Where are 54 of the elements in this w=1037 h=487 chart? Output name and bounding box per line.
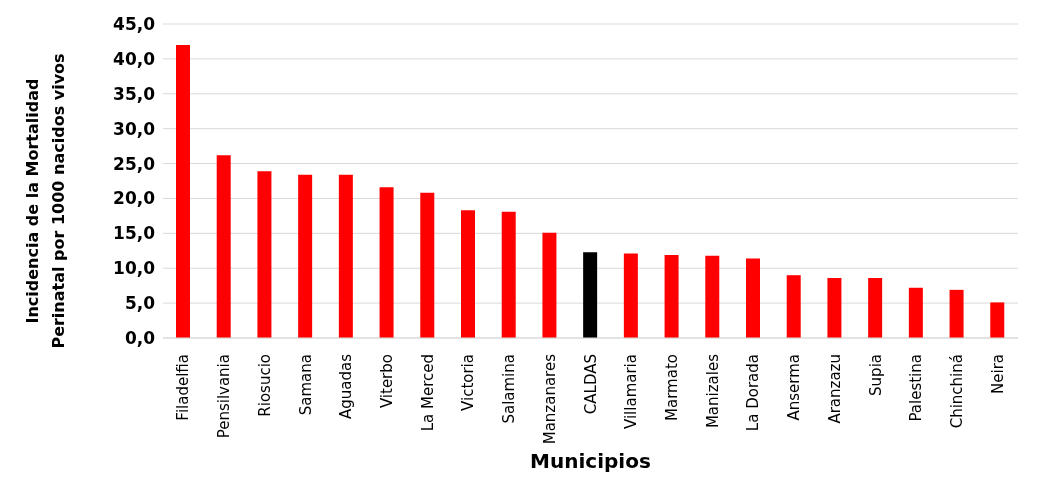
bar <box>379 187 394 338</box>
bar <box>542 232 557 338</box>
bar <box>949 289 964 338</box>
x-tick-label: Samana <box>296 354 315 416</box>
x-tick-label: Marmato <box>662 354 681 421</box>
bar <box>827 277 842 338</box>
x-tick-label: La Dorada <box>744 354 763 432</box>
bar <box>501 211 516 338</box>
bar <box>176 44 190 338</box>
y-tick-label: 25,0 <box>113 153 156 174</box>
x-tick-label: Salamina <box>500 354 519 424</box>
x-tick-label: Pensilvania <box>215 354 234 439</box>
bar <box>746 258 760 338</box>
x-tick-label: Villamaria <box>622 354 641 429</box>
bar <box>868 277 883 338</box>
bar <box>664 254 679 338</box>
bar <box>786 275 801 338</box>
bar <box>298 174 313 338</box>
x-tick-label: Palestina <box>907 354 926 422</box>
y-tick-label: 35,0 <box>113 83 156 104</box>
y-tick-label: 20,0 <box>113 188 156 209</box>
y-tick-label: 0,0 <box>124 328 156 349</box>
bar <box>908 287 923 338</box>
x-tick-label: Supia <box>866 354 885 396</box>
x-tick-label: Riosucio <box>255 354 274 417</box>
x-tick-label: Anserma <box>785 354 804 421</box>
bar <box>623 253 638 338</box>
x-tick-label: CALDAS <box>581 354 600 415</box>
y-tick-label: 5,0 <box>124 293 156 314</box>
x-tick-label: Manizales <box>703 353 722 429</box>
x-tick-label: Aranzazu <box>825 354 844 424</box>
bar <box>216 155 231 338</box>
x-tick-label: Viterbo <box>377 354 396 409</box>
x-tick-label: Manzanares <box>540 353 559 445</box>
bar <box>461 210 475 338</box>
y-tick-label: 40,0 <box>113 48 156 69</box>
bar <box>338 174 353 338</box>
bar <box>583 252 598 338</box>
bar <box>257 171 272 338</box>
x-axis-title: Municipios <box>530 449 651 473</box>
y-tick-label: 30,0 <box>113 118 156 139</box>
bar <box>420 192 435 338</box>
bar <box>705 255 720 338</box>
y-axis-title: Incidencia de la Mortalidad Perinatal por 1000 nacidos vivos <box>23 53 68 349</box>
y-tick-label: 10,0 <box>113 258 156 279</box>
y-tick-label: 15,0 <box>113 223 156 244</box>
bar <box>990 302 1005 338</box>
x-tick-label: La Merced <box>418 354 437 432</box>
x-tick-label: Victoria <box>459 354 478 411</box>
x-tick-label: Neira <box>988 354 1007 394</box>
x-tick-label: Filadelfia <box>174 354 193 421</box>
x-tick-label: Chinchiná <box>947 354 966 429</box>
y-tick-label: 45,0 <box>113 14 156 35</box>
x-tick-label: Aguadas <box>337 353 356 420</box>
